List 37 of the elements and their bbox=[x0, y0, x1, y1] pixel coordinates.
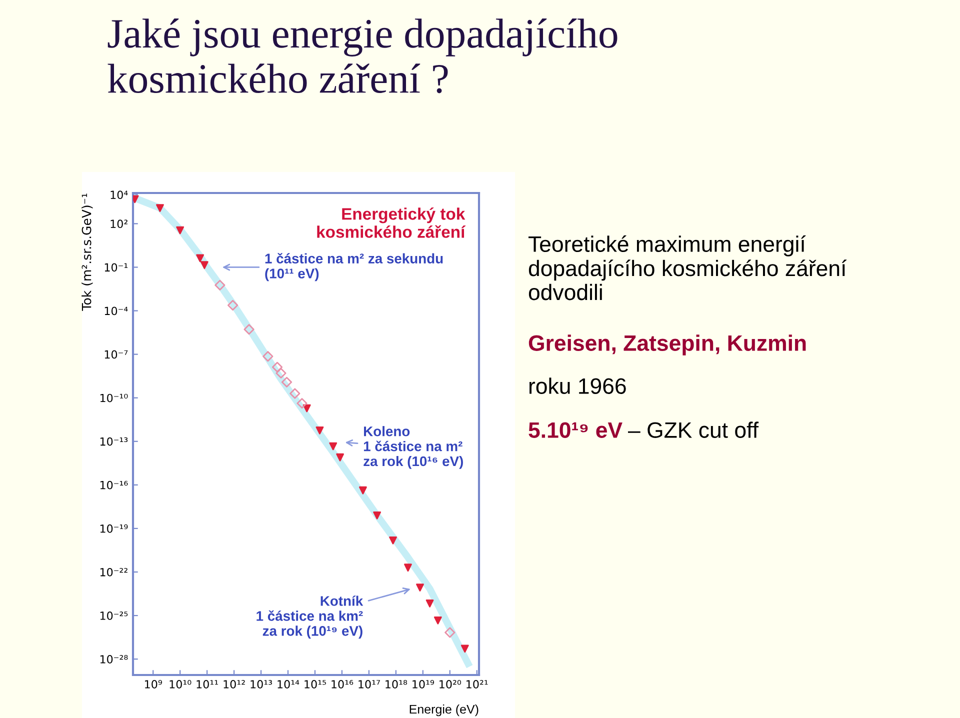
x-tick-label: 10¹⁷ bbox=[358, 680, 380, 688]
text: Energetický tok kosmického záření bbox=[317, 207, 466, 238]
x-tick-label: 10⁹ bbox=[145, 680, 162, 688]
y-tick-label: 10⁻²⁵ bbox=[100, 612, 128, 620]
text: roku 1966 bbox=[529, 378, 626, 394]
y-tick-label: 10⁴ bbox=[110, 190, 128, 200]
x-tick-label: 10¹⁵ bbox=[304, 680, 326, 688]
y-tick-label: 10⁻²² bbox=[100, 568, 128, 576]
x-tick-label: 10²⁰ bbox=[440, 680, 462, 688]
x-axis-title: Energie (eV) bbox=[410, 704, 478, 716]
x-tick-label: 10¹⁶ bbox=[332, 680, 354, 688]
y-tick-label: 10⁻²⁸ bbox=[100, 655, 128, 664]
x-tick-label: 10¹⁴ bbox=[278, 680, 300, 688]
x-tick-label: 10²¹ bbox=[466, 680, 488, 688]
text: Teoretické maximum energií dopadajícího kosmického záření odvodili bbox=[528, 235, 847, 300]
annotation: Koleno 1 částice na m² za rok (10¹⁶ eV) bbox=[364, 426, 463, 469]
y-tick-label: 10⁻¹⁰ bbox=[100, 394, 128, 402]
x-tick-label: 10¹⁸ bbox=[386, 680, 408, 688]
x-tick-label: 10¹¹ bbox=[196, 680, 218, 688]
y-tick-label: 10⁻⁴ bbox=[104, 306, 128, 316]
x-tick-label: 10¹² bbox=[224, 680, 245, 688]
x-tick-label: 10¹³ bbox=[250, 680, 272, 688]
y-tick-label: 10⁻¹⁹ bbox=[100, 524, 128, 533]
y-tick-label: 10⁻¹⁶ bbox=[100, 480, 128, 490]
text: – GZK cut off bbox=[628, 422, 759, 438]
y-tick-label: 10² bbox=[110, 220, 128, 228]
y-tick-label: 10⁻⁷ bbox=[104, 350, 128, 359]
x-tick-label: 10¹⁰ bbox=[170, 680, 192, 688]
y-tick-label: 10⁻¹³ bbox=[100, 437, 128, 446]
annotation: Kotník 1 částice na km² za rok (10¹⁹ eV) bbox=[256, 596, 364, 639]
text: Greisen, Zatsepin, Kuzmin bbox=[528, 334, 806, 356]
x-tick-label: 10¹⁹ bbox=[412, 680, 434, 688]
y-axis-title: Tok (m².sr.s.GeV)⁻¹ bbox=[82, 194, 93, 311]
text: 5.10¹⁹ eV bbox=[528, 422, 622, 438]
y-tick-label: 10⁻¹ bbox=[104, 263, 128, 272]
chart-title: Jaké jsou energie dopadajícího kosmického záření ? bbox=[108, 18, 618, 94]
annotation: 1 částice na m² za sekundu (10¹¹ eV) bbox=[265, 252, 443, 282]
